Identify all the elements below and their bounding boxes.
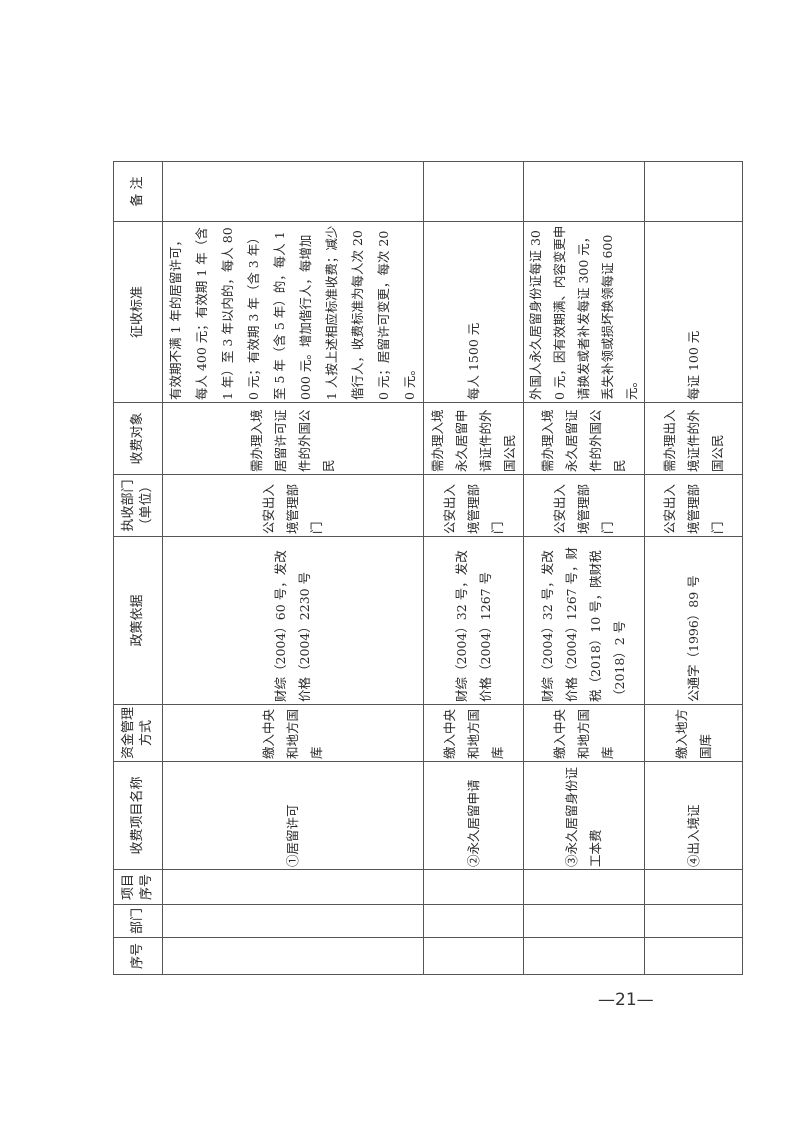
fee-table: 序号 部门 项目序号 收费项目名称 资金管理方式 政策依据 执收部门（单位） 收… xyxy=(113,161,743,975)
collecting-dept: 公安出入境管理部门 xyxy=(423,474,524,537)
fund-management: 缴入中央和地方国库 xyxy=(162,704,424,762)
item-name: ③永久居留身份证工本费 xyxy=(523,761,645,870)
fee-target: 需办理入境居留许可证件的外国公民 xyxy=(162,402,424,475)
fee-standard: 有效期不满 1 年的居留许可，每人 400 元；有效期 1 年（含 1 年）至 … xyxy=(162,221,424,403)
header-cell: 资金管理方式 xyxy=(113,704,163,762)
table-row: ①居留许可 缴入中央和地方国库 财综（2004）60 号，发改价格（2004）2… xyxy=(162,161,424,975)
item-name: ②永久居留申请 xyxy=(423,761,524,870)
note xyxy=(162,161,424,222)
policy-basis: 财综（2004）32 号，发改价格（2004）1267 号，财税（2018）10… xyxy=(523,536,645,705)
fee-target: 需办理出入境证件的外国公民 xyxy=(644,402,743,475)
item-name: ①居留许可 xyxy=(162,761,424,870)
fee-standard: 每人 1500 元 xyxy=(423,221,524,403)
header-cell: 部门 xyxy=(113,904,163,938)
table-row: ②永久居留申请 缴入中央和地方国库 财综（2004）32 号，发改价格（2004… xyxy=(423,161,524,975)
note xyxy=(423,161,524,222)
fund-management: 缴入地方国库 xyxy=(644,704,743,762)
fund-management: 缴入中央和地方国库 xyxy=(523,704,645,762)
header-cell: 序号 xyxy=(113,937,163,975)
collecting-dept: 公安出入境管理部门 xyxy=(523,474,645,537)
table-row: ④出入境证 缴入地方国库 公通字（1996）89 号 公安出入境管理部门 需办理… xyxy=(644,161,743,975)
fund-management: 缴入中央和地方国库 xyxy=(423,704,524,762)
header-cell: 政策依据 xyxy=(113,536,163,705)
page-number: —21— xyxy=(598,990,654,1010)
header-cell: 收费项目名称 xyxy=(113,761,163,870)
note xyxy=(523,161,645,222)
collecting-dept: 公安出入境管理部门 xyxy=(644,474,743,537)
header-cell: 备 注 xyxy=(113,161,163,222)
note xyxy=(644,161,743,222)
fee-table-rotated: 序号 部门 项目序号 收费项目名称 资金管理方式 政策依据 执收部门（单位） 收… xyxy=(113,161,743,975)
fee-target: 需办理入境永久居留申请证件的外国公民 xyxy=(423,402,524,475)
header-cell: 项目序号 xyxy=(113,869,163,905)
header-row: 序号 部门 项目序号 收费项目名称 资金管理方式 政策依据 执收部门（单位） 收… xyxy=(113,161,163,975)
header-cell: 执收部门（单位） xyxy=(113,474,163,537)
policy-basis: 财综（2004）60 号，发改价格（2004）2230 号 xyxy=(162,536,424,705)
header-cell: 收费对象 xyxy=(113,402,163,475)
header-cell: 征收标准 xyxy=(113,221,163,403)
table-row: ③永久居留身份证工本费 缴入中央和地方国库 财综（2004）32 号，发改价格（… xyxy=(523,161,645,975)
fee-standard: 外国人永久居留身份证每证 300 元，因有效期满、内容变更申请换发或者补发每证 … xyxy=(523,221,645,403)
policy-basis: 公通字（1996）89 号 xyxy=(644,536,743,705)
fee-target: 需办理入境永久居留证件的外国公民 xyxy=(523,402,645,475)
item-name: ④出入境证 xyxy=(644,761,743,870)
collecting-dept: 公安出入境管理部门 xyxy=(162,474,424,537)
policy-basis: 财综（2004）32 号，发改价格（2004）1267 号 xyxy=(423,536,524,705)
fee-standard: 每证 100 元 xyxy=(644,221,743,403)
